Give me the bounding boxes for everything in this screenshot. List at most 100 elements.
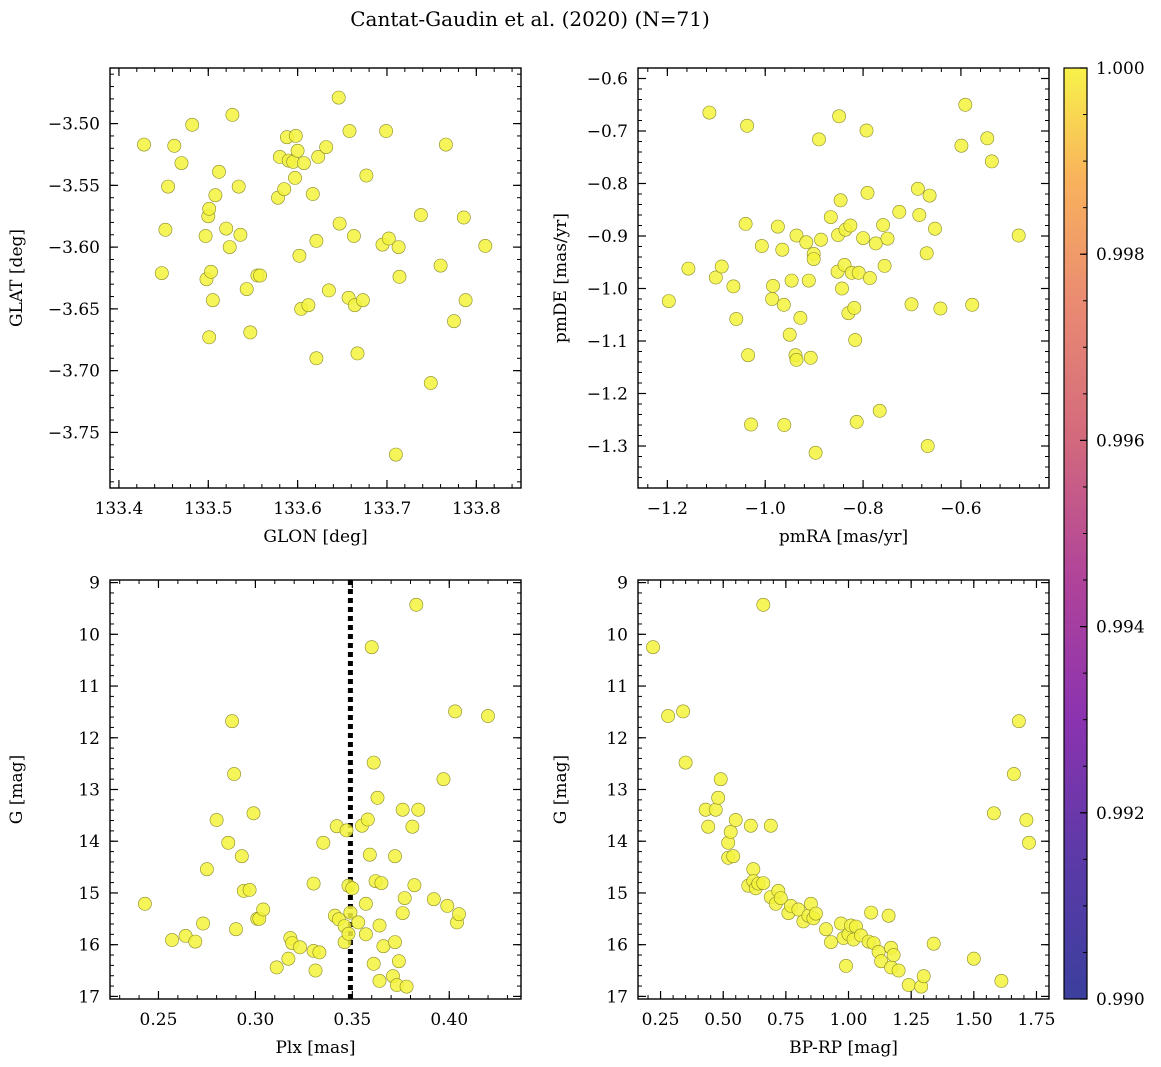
scatter-point — [312, 945, 327, 960]
scatter-point — [711, 790, 726, 805]
x-tick-label: 0.25 — [140, 1010, 178, 1030]
scatter-point — [729, 312, 744, 326]
scatter-point — [436, 772, 451, 787]
scatter-point — [212, 164, 226, 179]
x-tick-label: 133.5 — [184, 499, 233, 519]
scatter-point — [740, 118, 754, 133]
scatter-point — [912, 208, 927, 222]
scatter-point — [290, 143, 305, 158]
scatter-point — [681, 261, 696, 276]
scatter-point — [738, 216, 753, 231]
scatter-point — [839, 959, 853, 973]
y-tick-label: −1.2 — [587, 385, 628, 405]
x-tick-label: −0.6 — [940, 499, 981, 519]
scatter-point — [726, 279, 741, 294]
scatter-point — [225, 714, 239, 729]
scatter-point — [481, 709, 495, 723]
scatter-point — [391, 954, 406, 969]
scatter-point — [789, 352, 804, 367]
y-tick-label: −3.65 — [48, 300, 100, 320]
y-axis-label: GLAT [deg] — [7, 229, 27, 327]
scatter-point — [1019, 813, 1034, 827]
scatter-point — [766, 278, 780, 293]
scatter-point — [456, 210, 471, 225]
colorbar: 0.990 0.992 0.994 0.996 0.998 1.000 — [1063, 59, 1145, 1010]
scatter-point — [756, 876, 771, 890]
scatter-point — [355, 293, 370, 308]
scatter-point — [413, 208, 428, 222]
scatter-point — [306, 876, 321, 891]
scatter-point — [789, 228, 804, 243]
scatter-point — [856, 231, 870, 245]
scatter-point — [202, 330, 217, 345]
scatter-point — [388, 935, 402, 949]
scatter-point — [321, 283, 336, 298]
scatter-point — [366, 755, 381, 770]
scatter-point — [301, 298, 316, 313]
x-tick-label: 1.50 — [955, 1010, 993, 1030]
scatter-point — [775, 242, 790, 257]
scatter-point — [823, 210, 838, 224]
scatter-point — [381, 231, 396, 246]
x-tick-label: 0.40 — [430, 1010, 468, 1030]
y-tick-label: 10 — [78, 625, 100, 645]
scatter-panel-color-magnitude: 0.25 0.50 0.75 1.00 1.25 1.50 1.75 9 10 11 12 13 14 1… — [551, 574, 1055, 1058]
scatter-point — [198, 229, 213, 243]
scatter-point — [158, 222, 173, 237]
scatter-point — [868, 236, 883, 251]
scatter-point — [452, 907, 466, 922]
scatter-point — [904, 297, 919, 312]
scatter-point — [784, 273, 799, 288]
scatter-point — [154, 266, 169, 280]
scatter-point — [661, 709, 675, 723]
x-axis-label: pmRA [mas/yr] — [779, 527, 908, 547]
x-tick-label: −0.8 — [842, 499, 883, 519]
y-tick-label: 10 — [606, 625, 628, 645]
x-tick-label: −1.0 — [745, 499, 786, 519]
x-axis-label: GLON [deg] — [263, 527, 367, 547]
scatter-point — [763, 818, 778, 833]
scatter-point — [756, 597, 771, 612]
x-tick-label: −1.2 — [647, 499, 688, 519]
scatter-point — [288, 170, 302, 185]
scatter-point — [848, 333, 863, 347]
scatter-point — [234, 849, 249, 864]
scatter-point — [358, 896, 373, 911]
y-tick-label: −3.60 — [48, 238, 100, 258]
scatter-point — [246, 806, 261, 821]
scatter-point — [919, 246, 934, 261]
scatter-point — [661, 294, 676, 308]
scatter-point — [391, 240, 406, 254]
scatter-point — [350, 346, 365, 361]
scatter-point — [370, 790, 385, 805]
scatter-point — [980, 131, 995, 146]
scatter-point — [806, 252, 821, 266]
scatter-point — [360, 812, 375, 827]
scatter-point — [851, 265, 866, 280]
scatter-point — [359, 168, 374, 183]
scatter-point — [954, 138, 969, 153]
scatter-point — [702, 105, 717, 120]
scatter-point — [801, 273, 816, 288]
scatter-point — [366, 956, 381, 971]
scatter-point — [892, 204, 907, 219]
y-tick-label: 13 — [606, 781, 628, 801]
scatter-point — [744, 417, 758, 432]
scatter-point — [199, 862, 214, 877]
y-axis-label: pmDE [mas/yr] — [551, 213, 571, 343]
scatter-point — [253, 268, 267, 283]
scatter-point — [388, 447, 403, 462]
scatter-point — [209, 813, 224, 827]
scatter-point — [676, 704, 690, 719]
scatter-point — [137, 137, 151, 152]
scatter-point — [447, 314, 461, 329]
y-tick-label: 17 — [606, 987, 628, 1007]
scatter-point — [277, 182, 292, 196]
scatter-point — [728, 813, 743, 827]
y-tick-label: −1.1 — [587, 332, 628, 352]
x-tick-label: 0.30 — [236, 1010, 274, 1030]
scatter-point — [397, 891, 412, 905]
scatter-point — [309, 233, 324, 248]
scatter-point — [343, 905, 358, 920]
